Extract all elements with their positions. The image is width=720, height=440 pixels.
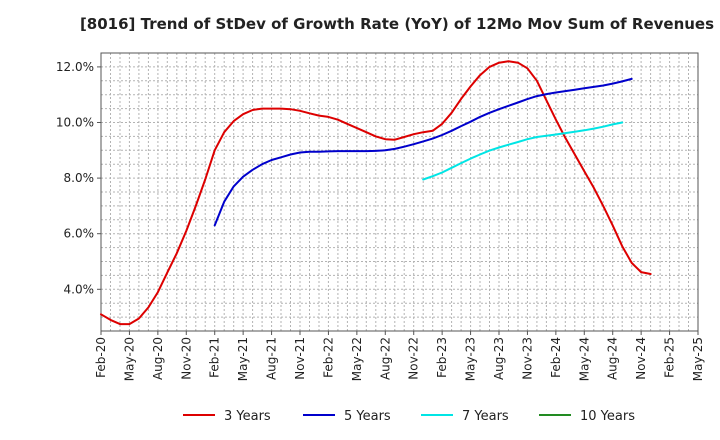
series-line-5-years — [213, 77, 633, 227]
y-axis: 4.0% 6.0% 8.0% 10.0% 12.0% — [56, 60, 101, 296]
x-tick-label: Nov-20 — [179, 337, 193, 380]
x-tick-label: Feb-25 — [663, 337, 677, 378]
x-tick-label: Aug-23 — [492, 337, 506, 380]
x-tick-label: Nov-21 — [293, 337, 307, 380]
x-tick-label: May-23 — [464, 337, 478, 381]
y-tick-label: 12.0% — [56, 60, 94, 74]
x-tick-label: May-24 — [577, 337, 591, 381]
x-tick-label: Nov-22 — [407, 337, 421, 380]
series-line-7-years — [422, 121, 624, 181]
plot-frame — [100, 52, 699, 332]
x-tick-label: May-25 — [691, 337, 705, 381]
x-tick-label: May-22 — [350, 337, 364, 381]
x-tick-label: May-20 — [122, 337, 136, 381]
x-tick-label: Nov-24 — [634, 337, 648, 380]
x-tick-label: Feb-21 — [208, 337, 222, 378]
x-tick-label: Nov-23 — [520, 337, 534, 380]
x-tick-label: Aug-24 — [606, 337, 620, 380]
series-line-3-years — [100, 60, 652, 326]
chart-title: [8016] Trend of StDev of Growth Rate (Yo… — [80, 15, 714, 33]
x-tick-label: Feb-24 — [549, 337, 563, 378]
x-tick-label: Aug-22 — [378, 337, 392, 380]
legend-label: 5 Years — [344, 409, 391, 424]
series-layer — [100, 60, 652, 326]
y-tick-label: 6.0% — [64, 227, 95, 241]
x-tick-label: Feb-22 — [321, 337, 335, 378]
legend: 3 Years 5 Years 7 Years 10 Years — [183, 409, 635, 424]
y-tick-label: 10.0% — [56, 116, 94, 130]
x-tick-label: Feb-23 — [435, 337, 449, 378]
x-tick-label: Aug-20 — [151, 337, 165, 380]
y-tick-label: 4.0% — [64, 282, 95, 296]
x-tick-label: Feb-20 — [94, 337, 108, 378]
legend-label: 7 Years — [462, 409, 509, 424]
grid — [101, 53, 698, 331]
x-tick-label: May-21 — [236, 337, 250, 381]
y-tick-label: 8.0% — [64, 171, 95, 185]
x-tick-label: Aug-21 — [265, 337, 279, 380]
x-axis: Feb-20 May-20 Aug-20 Nov-20 Feb-21 May-21 Aug-… — [94, 331, 705, 381]
legend-label: 3 Years — [224, 409, 271, 424]
legend-label: 10 Years — [580, 409, 635, 424]
